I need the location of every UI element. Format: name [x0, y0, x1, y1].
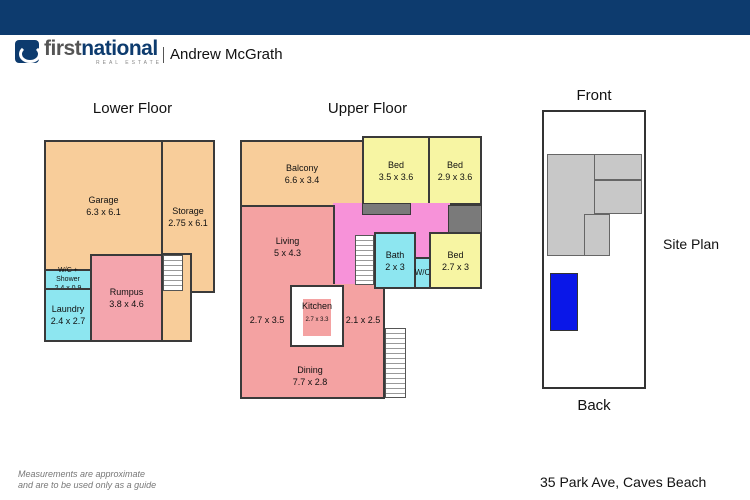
site-boundary: [542, 110, 646, 389]
cupboard: [362, 203, 411, 215]
area-dims-right: 2.1 x 2.5: [345, 315, 381, 325]
brand-first: first: [44, 37, 82, 60]
room-living: Living 5 x 4.3: [240, 205, 335, 287]
room-rumpus: Rumpus 3.8 x 4.6: [90, 254, 163, 342]
room-bath: Bath 2 x 3: [374, 232, 416, 289]
upper-floor-title: Upper Floor: [327, 100, 408, 117]
room-bed-2: Bed 2.9 x 3.6: [428, 136, 482, 205]
lower-floor-title: Lower Floor: [92, 100, 173, 117]
header-bar: [0, 0, 750, 35]
mini-plan-bath: [594, 180, 642, 214]
stairs-up: [355, 235, 374, 285]
brand-logo: firstnational: [44, 37, 158, 61]
room-name: Dining: [297, 365, 323, 375]
room-name: Bed: [387, 159, 404, 170]
room-dining-label: Dining 7.7 x 2.8: [280, 364, 340, 388]
room-name: W/C: [414, 268, 431, 277]
room-bed-1: Bed 3.5 x 3.6: [362, 136, 430, 205]
brand-second: national: [81, 37, 158, 60]
mini-plan-beds: [594, 154, 642, 180]
site-back-label: Back: [577, 397, 611, 414]
property-address: 35 Park Ave, Caves Beach: [540, 474, 707, 490]
room-name: Kitchen: [301, 301, 333, 311]
room-dims: 3.8 x 4.6: [109, 299, 144, 309]
first-national-logo-icon: [15, 40, 39, 63]
room-name: Bed: [447, 249, 464, 260]
room-dims: 2.75 x 6.1: [168, 217, 208, 228]
brand-sub: REAL ESTATE: [96, 60, 162, 66]
room-name: Bath: [385, 249, 405, 260]
room-dims: 2.9 x 3.6: [437, 171, 473, 182]
room-balcony: Balcony 6.6 x 3.4: [240, 140, 364, 207]
stairs-down: [385, 328, 406, 398]
site-front-label: Front: [576, 87, 612, 104]
room-name: Living: [275, 236, 300, 246]
pool: [550, 273, 578, 331]
room-dims: 7.7 x 2.8: [292, 377, 328, 387]
room-dims: 3.5 x 3.6: [378, 171, 414, 182]
room-dims: 6.3 x 6.1: [86, 206, 121, 217]
agent-name: Andrew McGrath: [163, 47, 283, 63]
room-dims: 5 x 4.3: [273, 248, 302, 258]
room-name: Balcony: [285, 162, 319, 173]
room-dims: 2.7 x 3: [441, 261, 470, 272]
site-plan-title: Site Plan: [663, 236, 720, 252]
room-laundry: Laundry 2.4 x 2.7: [44, 288, 92, 342]
room-garage: Garage 6.3 x 6.1: [44, 140, 163, 271]
cupboard: [448, 205, 482, 234]
room-name: Bed: [446, 159, 463, 170]
room-name: Storage: [172, 205, 204, 216]
mini-plan-stairs: [584, 214, 610, 256]
room-wc-shower: W/C + Shower2.4 x 0.9: [44, 267, 92, 292]
note-line-1: Measurements are approximate: [18, 469, 146, 479]
room-dims: 2.4 x 2.7: [50, 316, 86, 326]
room-dims: 2.7 x 3.3: [305, 317, 329, 323]
area-dims-left: 2.7 x 3.5: [249, 315, 285, 325]
note-line-2: and are to be used only as a guide: [18, 480, 157, 490]
room-name: Garage: [88, 194, 119, 205]
kitchen-floor: [303, 299, 331, 336]
room-name: Rumpus: [109, 287, 144, 297]
room-bed-3: Bed 2.7 x 3: [429, 232, 482, 289]
room-name: W/C + Shower: [56, 267, 80, 283]
stairs: [163, 255, 183, 291]
room-dims: 2 x 3: [385, 261, 405, 272]
room-dims: 6.6 x 3.4: [284, 174, 320, 185]
measurement-note: Measurements are approximate and are to b…: [18, 469, 156, 491]
room-name: Laundry: [51, 304, 85, 314]
room-kitchen: Kitchen 2.7 x 3.3: [290, 300, 344, 326]
